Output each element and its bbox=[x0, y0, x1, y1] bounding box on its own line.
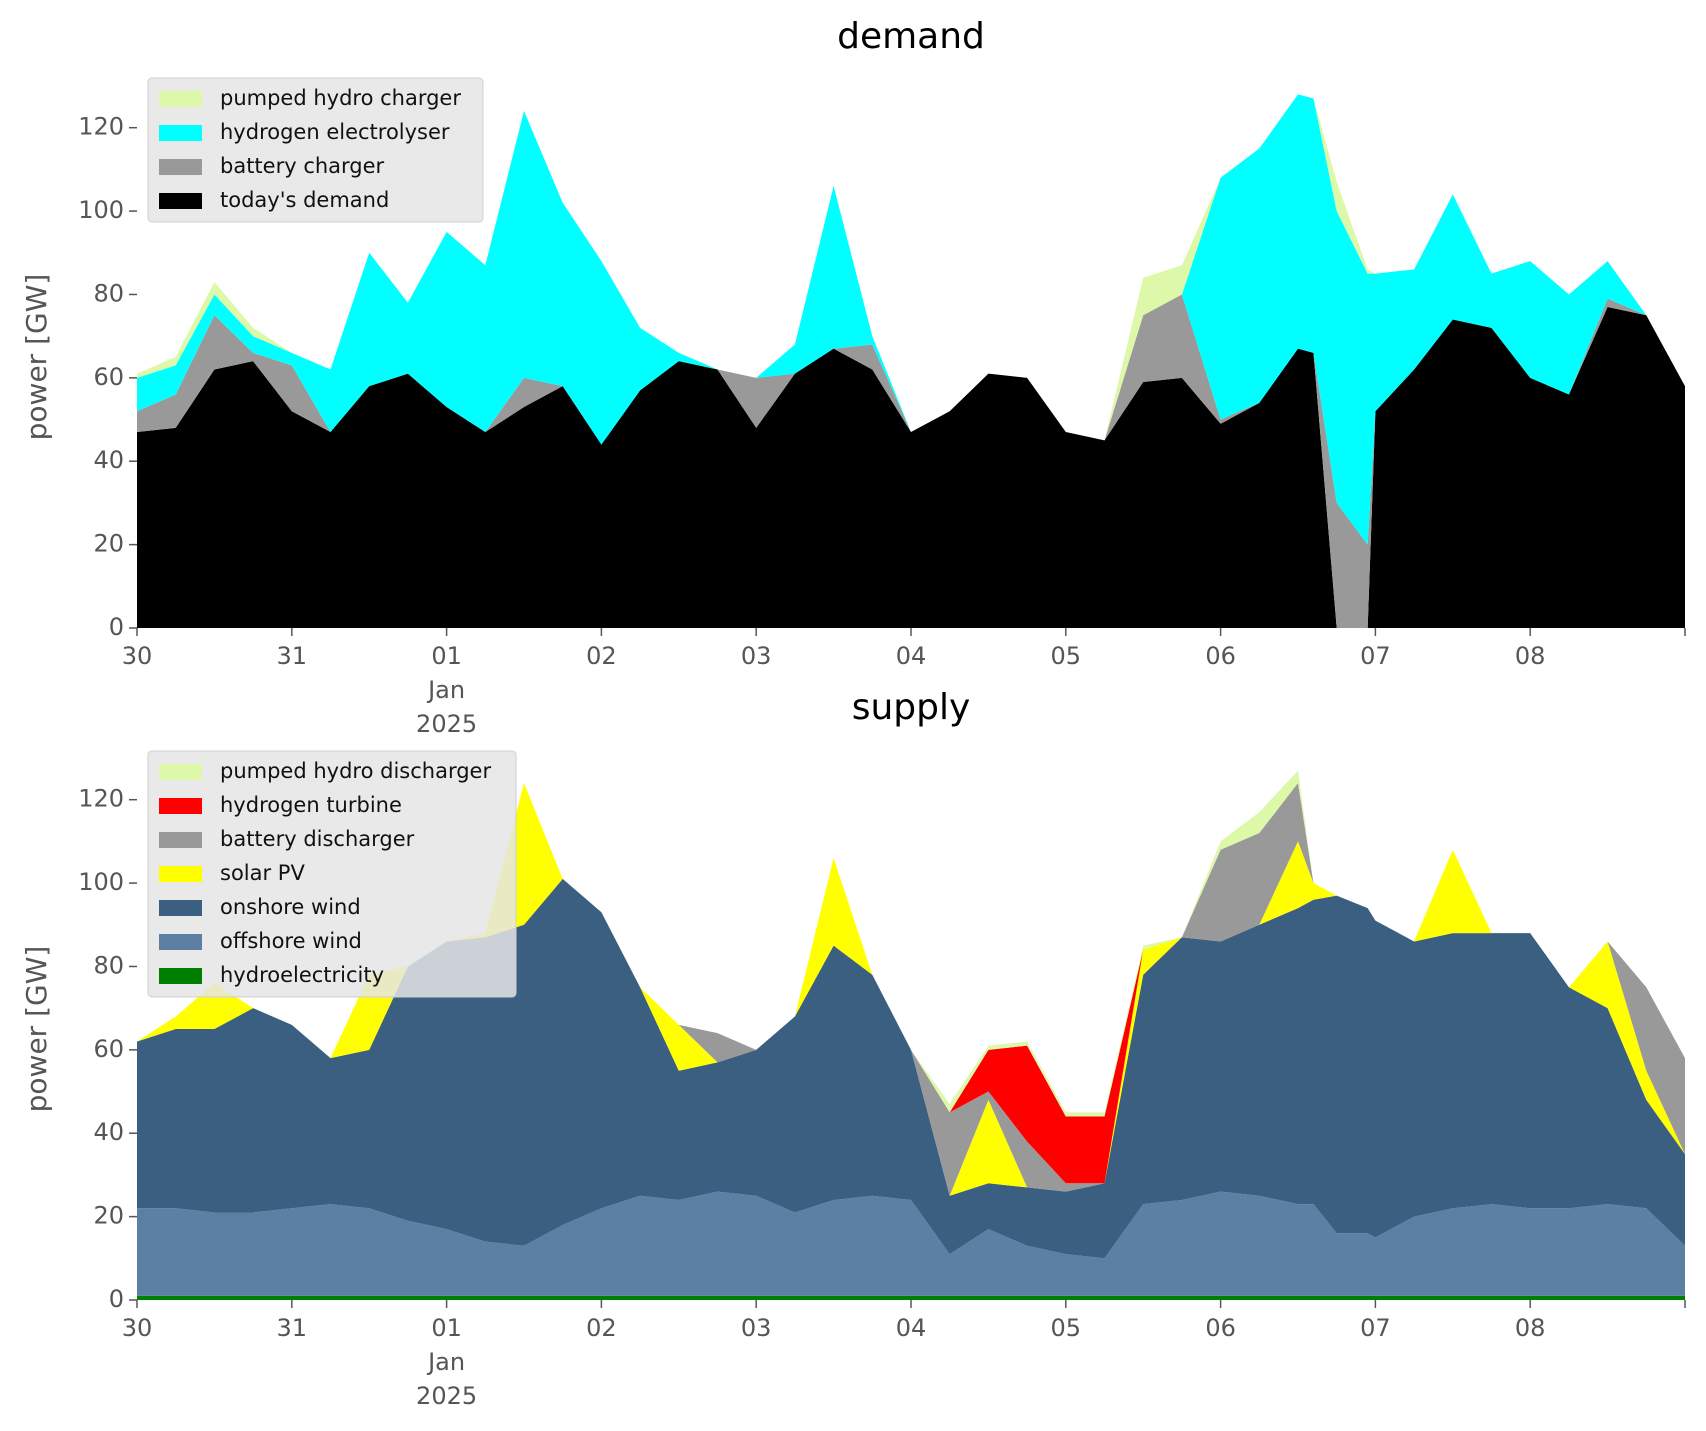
x-tick-label: 08 bbox=[1514, 1314, 1546, 1342]
y-tick-label: 40 bbox=[93, 1118, 124, 1146]
y-tick-label: 0 bbox=[109, 613, 124, 641]
y-tick-label: 80 bbox=[93, 279, 124, 307]
legend-box bbox=[147, 750, 517, 998]
legend-swatch bbox=[159, 159, 202, 175]
legend-label: hydrogen electrolyser bbox=[220, 120, 450, 144]
x-tick-label: 02 bbox=[586, 642, 617, 670]
legend-swatch bbox=[159, 91, 202, 107]
x-tick-label: 31 bbox=[276, 1314, 308, 1342]
x-tick-label: 06 bbox=[1205, 1314, 1236, 1342]
x-tick-label: 31 bbox=[276, 642, 308, 670]
y-axis-label: power [GW] bbox=[20, 274, 53, 441]
legend-label: today's demand bbox=[220, 188, 389, 212]
x-tick-label: 08 bbox=[1514, 642, 1546, 670]
y-tick-label: 100 bbox=[78, 868, 124, 896]
legend-label: pumped hydro discharger bbox=[220, 759, 491, 783]
legend-swatch bbox=[159, 900, 202, 916]
legend-swatch bbox=[159, 934, 202, 950]
y-tick-label: 0 bbox=[109, 1285, 124, 1313]
area bbox=[137, 878, 1685, 1259]
x-tick-label: 01 Jan 2025 bbox=[416, 642, 478, 738]
y-tick-label: 40 bbox=[93, 446, 124, 474]
x-tick-label: 07 bbox=[1360, 1314, 1391, 1342]
x-tick-label: 30 bbox=[121, 642, 153, 670]
x-tick-label: 06 bbox=[1205, 642, 1236, 670]
x-tick-label: 03 bbox=[740, 642, 772, 670]
legend-swatch bbox=[159, 968, 202, 984]
x-tick-label: 04 bbox=[895, 1314, 927, 1342]
legend-label: battery discharger bbox=[220, 827, 415, 851]
x-tick-label: 03 bbox=[740, 1314, 772, 1342]
legend-swatch bbox=[159, 866, 202, 882]
x-tick-label: 01 Jan 2025 bbox=[416, 1314, 478, 1410]
legend-label: battery charger bbox=[220, 154, 385, 178]
x-tick-label: 05 bbox=[1050, 1314, 1082, 1342]
legend-box bbox=[147, 77, 484, 223]
legend-label: onshore wind bbox=[220, 895, 361, 919]
x-tick-label: 02 bbox=[586, 1314, 617, 1342]
legend-label: pumped hydro charger bbox=[220, 86, 461, 110]
y-tick-label: 60 bbox=[93, 1035, 124, 1063]
y-tick-label: 80 bbox=[93, 951, 124, 979]
area bbox=[137, 1191, 1685, 1296]
area bbox=[137, 306, 1685, 628]
chart-title: supply bbox=[852, 687, 971, 728]
x-tick-label: 04 bbox=[895, 642, 927, 670]
y-tick-label: 60 bbox=[93, 363, 124, 391]
legend-label: hydroelectricity bbox=[220, 963, 384, 987]
area bbox=[137, 1295, 1685, 1300]
y-tick-label: 120 bbox=[78, 785, 124, 813]
x-tick-label: 30 bbox=[121, 1314, 153, 1342]
legend-swatch bbox=[159, 764, 202, 780]
legend-swatch bbox=[159, 125, 202, 141]
legend-label: hydrogen turbine bbox=[220, 793, 402, 817]
y-tick-label: 20 bbox=[93, 530, 124, 558]
area bbox=[137, 94, 1685, 545]
legend-swatch bbox=[159, 832, 202, 848]
legend-swatch bbox=[159, 798, 202, 814]
y-tick-label: 100 bbox=[78, 196, 124, 224]
area bbox=[137, 783, 1685, 1196]
y-tick-label: 20 bbox=[93, 1202, 124, 1230]
chart-title: demand bbox=[837, 16, 985, 57]
legend-swatch bbox=[159, 193, 202, 209]
x-tick-label: 07 bbox=[1360, 642, 1391, 670]
legend-label: solar PV bbox=[220, 861, 305, 885]
x-tick-label: 05 bbox=[1050, 642, 1082, 670]
legend-label: offshore wind bbox=[220, 929, 362, 953]
y-axis-label: power [GW] bbox=[20, 946, 53, 1113]
y-tick-label: 120 bbox=[78, 113, 124, 141]
